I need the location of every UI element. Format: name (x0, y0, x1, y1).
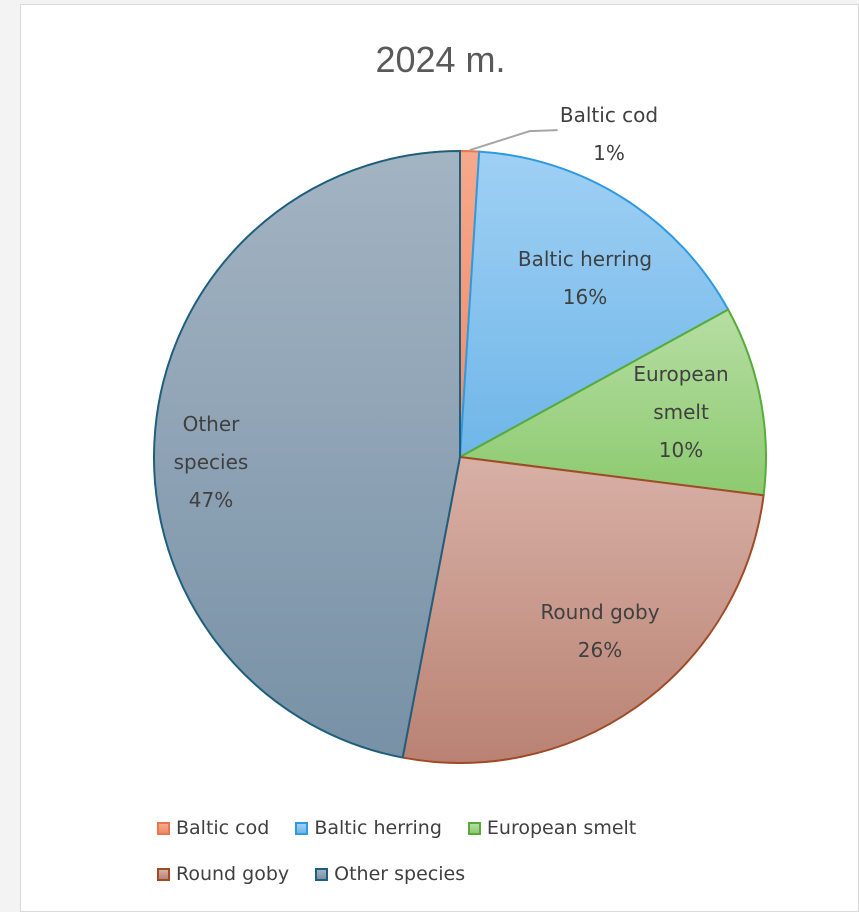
leader-line-baltic-cod (469, 129, 558, 152)
pie-slice-other-species (152, 149, 461, 759)
data-label-baltic-herring: Baltic herring 16% (518, 247, 652, 309)
legend-swatch-baltic-cod (157, 821, 170, 835)
legend-row-2: Round goby Other species (157, 863, 491, 885)
legend-item-baltic-herring: Baltic herring (295, 817, 442, 839)
data-label-baltic-cod: Baltic cod 1% (560, 103, 658, 165)
legend-swatch-baltic-herring (295, 821, 309, 835)
legend-row-1: Baltic cod Baltic herring European smelt (157, 817, 662, 839)
legend-swatch-european-smelt (467, 821, 481, 835)
legend-item-european-smelt: European smelt (467, 817, 637, 839)
data-label-round-goby: Round goby 26% (540, 600, 659, 662)
legend-label-round-goby: Round goby (176, 863, 290, 885)
pie-chart: Baltic cod 1% Baltic herring 16% European sme… (152, 103, 767, 764)
legend-swatch-round-goby (157, 867, 170, 881)
chart-frame: 2024 m. Baltic cod 1% Baltic herring 16% Eur… (20, 4, 859, 912)
legend-item-round-goby: Round goby (157, 863, 289, 885)
legend-label-european-smelt: European smelt (486, 817, 637, 839)
pie-slice-european-smelt (456, 308, 767, 497)
chart-title: 2024 m. (375, 39, 506, 80)
data-label-european-smelt: European smelt 10% (633, 362, 728, 462)
pie-slice-round-goby (401, 455, 765, 764)
legend-label-other-species: Other species (334, 863, 466, 885)
legend-item-baltic-cod: Baltic cod (157, 817, 269, 839)
legend-label-baltic-herring: Baltic herring (314, 817, 442, 839)
legend-label-baltic-cod: Baltic cod (176, 817, 270, 839)
legend-item-other-species: Other species (315, 863, 465, 885)
pie-slice-baltic-herring (458, 150, 730, 459)
legend-swatch-other-species (315, 867, 329, 881)
data-label-other-species: Other species 47% (174, 412, 249, 512)
